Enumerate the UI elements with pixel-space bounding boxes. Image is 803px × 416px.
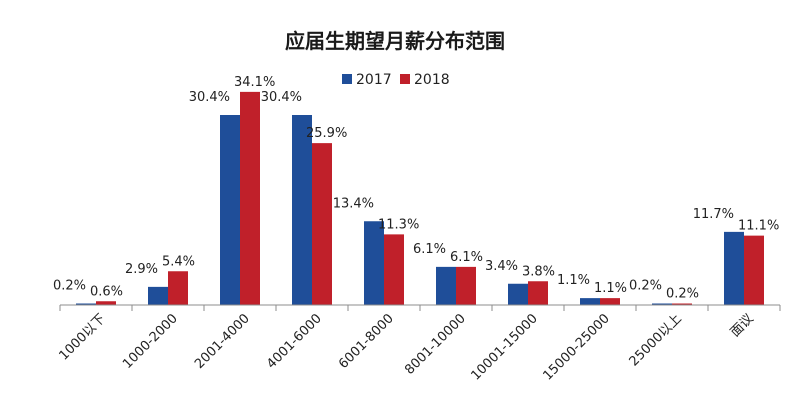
bar-2018-0 — [96, 301, 116, 305]
x-tick-label-8: 25000以上 — [627, 311, 685, 369]
value-label-2018-6: 3.8% — [522, 264, 555, 279]
bar-2018-7 — [600, 298, 620, 305]
value-label-2017-2: 30.4% — [189, 90, 230, 105]
value-label-group: 0.2% 0.6%2.9%5.4%30.4%34.1%30.4%25.9%13.4… — [53, 75, 779, 302]
value-label-2017-7: 1.1% — [557, 273, 590, 288]
x-tick-label-2: 2001-4000 — [192, 311, 253, 372]
legend-label-2018: 2018 — [414, 72, 450, 88]
x-tick-label-9: 面议 — [728, 311, 757, 340]
bar-2017-2 — [220, 115, 240, 305]
bar-2018-3 — [312, 143, 332, 305]
bar-2017-8 — [652, 303, 672, 305]
x-tick-label-6: 10001-15000 — [468, 311, 540, 383]
value-label-2017-1: 2.9% — [125, 262, 158, 277]
bar-2018-8 — [672, 303, 692, 305]
value-label-2018-5: 6.1% — [450, 250, 483, 265]
x-tick-label-0: 1000以下 — [56, 311, 108, 363]
x-tick-label-4: 6001-8000 — [336, 311, 397, 372]
bar-2017-4 — [364, 221, 384, 305]
bar-2018-1 — [168, 271, 188, 305]
value-label-2017-5: 6.1% — [413, 242, 446, 257]
x-tick-label-1: 1000-2000 — [120, 311, 181, 372]
value-label-2017-4: 13.4% — [333, 196, 374, 211]
bar-2017-0 — [76, 303, 96, 305]
bar-2017-7 — [580, 298, 600, 305]
x-tick-label-7: 15000-25000 — [540, 311, 612, 383]
value-label-2017-3: 30.4% — [261, 90, 302, 105]
value-label-2017-0: 0.2% — [53, 279, 86, 294]
x-axis: 1000以下 1000-2000 2001-4000 4001-6000 6001-80… — [56, 304, 781, 384]
bar-2017-6 — [508, 283, 528, 305]
value-label-2018-3: 25.9% — [306, 126, 347, 141]
value-label-2018-8: 0.2% — [666, 287, 699, 302]
bar-2017-1 — [148, 286, 168, 305]
legend-label-2017: 2017 — [356, 72, 392, 88]
value-label-2018-9: 11.1% — [738, 219, 779, 234]
bar-group — [76, 91, 764, 305]
bar-2018-5 — [456, 266, 476, 305]
value-label-2018-1: 5.4% — [162, 254, 195, 269]
value-label-2018-0: 0.6% — [90, 284, 123, 299]
legend: 2017 2018 — [342, 72, 450, 88]
legend-swatch-2017 — [342, 74, 352, 84]
value-label-2017-6: 3.4% — [485, 259, 518, 274]
legend-swatch-2018 — [400, 74, 410, 84]
bar-2018-9 — [744, 235, 764, 305]
value-label-2017-9: 11.7% — [693, 207, 734, 222]
x-tick-label-3: 4001-6000 — [264, 311, 325, 372]
bar-2018-4 — [384, 234, 404, 305]
chart-title: 应届生期望月薪分布范围 — [285, 29, 505, 53]
bar-2018-2 — [240, 91, 260, 305]
bar-2017-3 — [292, 115, 312, 305]
value-label-2017-8: 0.2% — [629, 279, 662, 294]
bar-2017-9 — [724, 231, 744, 305]
value-label-2018-7: 1.1% — [594, 281, 627, 296]
bar-2017-5 — [436, 266, 456, 305]
x-tick-label-5: 8001-10000 — [402, 311, 469, 378]
bar-2018-6 — [528, 281, 548, 305]
value-label-2018-4: 11.3% — [378, 217, 419, 232]
value-label-2018-2: 34.1% — [234, 75, 275, 90]
